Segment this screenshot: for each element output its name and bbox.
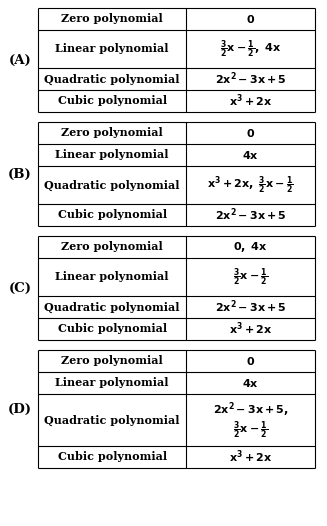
- Text: $\mathbf{4x}$: $\mathbf{4x}$: [242, 149, 259, 161]
- Text: (C): (C): [9, 281, 31, 295]
- Text: $\mathbf{x^3 + 2x}$: $\mathbf{x^3 + 2x}$: [229, 449, 272, 466]
- Text: $\mathbf{0,\ 4x}$: $\mathbf{0,\ 4x}$: [233, 240, 268, 254]
- Text: $\mathbf{x^3 + 2x}$: $\mathbf{x^3 + 2x}$: [229, 321, 272, 337]
- Text: $\mathbf{2x^2 - 3x + 5}$: $\mathbf{2x^2 - 3x + 5}$: [215, 207, 286, 224]
- Text: Cubic polynomial: Cubic polynomial: [58, 209, 167, 220]
- Text: $\mathbf{0}$: $\mathbf{0}$: [246, 355, 255, 367]
- Text: Cubic polynomial: Cubic polynomial: [58, 323, 167, 335]
- Text: (A): (A): [9, 54, 31, 66]
- Text: $\mathbf{x^3 + 2x}$: $\mathbf{x^3 + 2x}$: [229, 93, 272, 109]
- Text: Zero polynomial: Zero polynomial: [61, 356, 163, 367]
- Text: $\mathbf{\frac{3}{2}x - \frac{1}{2}}$: $\mathbf{\frac{3}{2}x - \frac{1}{2}}$: [233, 266, 268, 288]
- Text: Linear polynomial: Linear polynomial: [55, 44, 169, 55]
- Text: Linear polynomial: Linear polynomial: [55, 378, 169, 389]
- Text: Quadratic polynomial: Quadratic polynomial: [44, 301, 180, 312]
- Text: $\mathbf{0}$: $\mathbf{0}$: [246, 13, 255, 25]
- Text: Quadratic polynomial: Quadratic polynomial: [44, 74, 180, 85]
- Text: Cubic polynomial: Cubic polynomial: [58, 96, 167, 106]
- Text: Linear polynomial: Linear polynomial: [55, 149, 169, 160]
- Text: (D): (D): [8, 402, 32, 416]
- Text: Zero polynomial: Zero polynomial: [61, 127, 163, 138]
- Text: $\mathbf{0}$: $\mathbf{0}$: [246, 127, 255, 139]
- Text: $\mathbf{\frac{3}{2}x - \frac{1}{2}}$: $\mathbf{\frac{3}{2}x - \frac{1}{2}}$: [233, 419, 268, 441]
- Text: Linear polynomial: Linear polynomial: [55, 271, 169, 282]
- Text: Zero polynomial: Zero polynomial: [61, 14, 163, 25]
- Text: $\mathbf{x^3 + 2x,\ \frac{3}{2}x - \frac{1}{2}}$: $\mathbf{x^3 + 2x,\ \frac{3}{2}x - \frac…: [207, 174, 294, 196]
- Text: Cubic polynomial: Cubic polynomial: [58, 451, 167, 462]
- Text: (B): (B): [8, 167, 32, 180]
- Text: $\mathbf{2x^2 - 3x + 5}$: $\mathbf{2x^2 - 3x + 5}$: [215, 299, 286, 315]
- Text: Quadratic polynomial: Quadratic polynomial: [44, 179, 180, 190]
- Text: $\mathbf{4x}$: $\mathbf{4x}$: [242, 377, 259, 389]
- Text: Quadratic polynomial: Quadratic polynomial: [44, 414, 180, 426]
- Text: $\mathbf{2x^2 - 3x + 5}$: $\mathbf{2x^2 - 3x + 5}$: [215, 70, 286, 87]
- Text: $\mathbf{2x^2 - 3x + 5,}$: $\mathbf{2x^2 - 3x + 5,}$: [213, 401, 288, 419]
- Text: $\mathbf{\frac{3}{2}x - \frac{1}{2},\ 4x}$: $\mathbf{\frac{3}{2}x - \frac{1}{2},\ 4x…: [220, 38, 281, 60]
- Text: Zero polynomial: Zero polynomial: [61, 241, 163, 252]
